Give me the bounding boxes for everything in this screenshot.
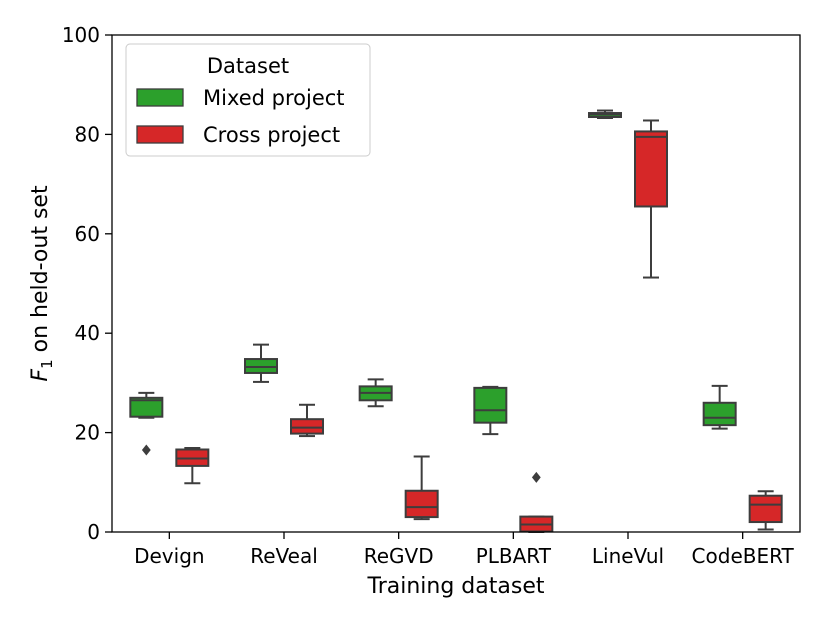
box-cross-regvd — [404, 455, 439, 521]
box-mixed-regvd — [358, 378, 393, 408]
x-tick-label: Devign — [134, 544, 204, 568]
box-cross-codebert — [748, 490, 783, 531]
box-mixed-devign — [129, 391, 164, 456]
y-axis-label-var: F — [28, 369, 53, 382]
x-tick-label: PLBART — [476, 544, 552, 568]
box-mixed-plbart — [473, 385, 508, 436]
box-iqr — [290, 418, 324, 435]
box-cross-linevul — [634, 119, 668, 279]
x-tick-label: CodeBERT — [692, 544, 795, 568]
x-tick-label: ReGVD — [364, 544, 434, 568]
y-tick-label: 40 — [75, 321, 100, 345]
x-tick-label: ReVeal — [250, 544, 318, 568]
legend-frame — [125, 43, 371, 157]
box-cross-devign — [175, 447, 210, 485]
y-axis-label-subscript: 1 — [38, 359, 56, 369]
y-ticks-layer: 0 20 40 60 80 100 — [62, 23, 112, 544]
box-iqr — [473, 386, 508, 424]
box-marks-layer — [129, 109, 783, 533]
x-tick-label: LineVul — [592, 544, 664, 568]
x-axis-label: Training dataset — [367, 574, 545, 599]
x-ticks-layer: Devign ReVeal ReGVD PLBART LineVul CodeBERT — [134, 532, 795, 568]
legend: Dataset Mixed project Cross project — [125, 43, 371, 157]
box-iqr — [748, 494, 783, 524]
y-tick-label: 80 — [75, 122, 100, 146]
legend-swatch-mixed — [136, 88, 184, 107]
box-cross-plbart — [519, 471, 554, 533]
box-iqr — [404, 489, 439, 519]
box-cross-reveal — [290, 403, 324, 438]
y-axis-label-rest: on held-out set — [28, 185, 53, 359]
outlier-point — [141, 444, 151, 456]
y-tick-label: 100 — [62, 23, 100, 47]
y-axis-label: F1 on held-out set — [28, 185, 56, 382]
legend-label-mixed: Mixed project — [203, 86, 345, 110]
box-mixed-reveal — [244, 343, 278, 383]
box-iqr — [634, 130, 668, 208]
box-mixed-codebert — [702, 384, 737, 430]
box-iqr — [129, 396, 164, 418]
legend-swatch-cross — [136, 125, 184, 144]
legend-label-cross: Cross project — [203, 123, 340, 147]
y-tick-label: 0 — [87, 520, 100, 544]
outlier-point — [531, 471, 541, 483]
legend-title: Dataset — [207, 54, 289, 78]
y-tick-label: 20 — [75, 421, 100, 445]
plot-area-frame — [111, 34, 801, 533]
box-mixed-linevul — [588, 109, 622, 119]
box-iqr — [702, 401, 737, 427]
y-tick-label: 60 — [75, 222, 100, 246]
